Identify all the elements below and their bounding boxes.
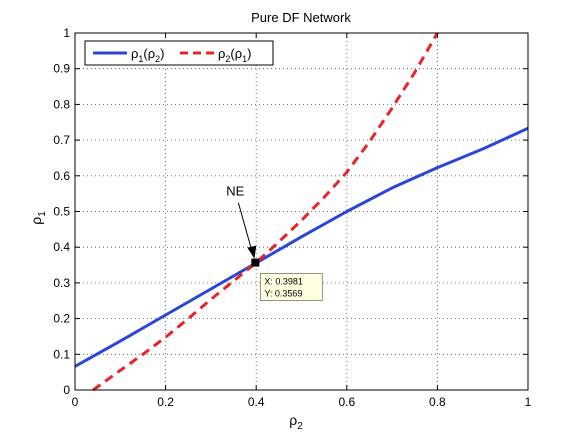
x-tick-label: 0.6 (338, 395, 355, 409)
x-tick-label: 0 (72, 395, 79, 409)
y-tick-label: 0.2 (53, 312, 70, 326)
y-tick-label: 0.6 (53, 169, 70, 183)
y-tick-label: 0.4 (53, 240, 70, 254)
plot-lines (74, 32, 529, 392)
ne-label: NE (226, 184, 244, 199)
x-axis-label: ρ2 (289, 412, 303, 432)
chart-title: Pure DF Network (251, 10, 351, 25)
y-axis-ticks: 0 0.1 0.2 0.3 0.4 0.5 0.6 0.7 0.8 0.9 1 (53, 26, 528, 397)
x-tick-label: 0.8 (429, 395, 446, 409)
legend-label-series-1: ρ1(ρ2) (131, 46, 165, 64)
y-tick-label: 1 (63, 26, 70, 40)
datatip-y: Y: 0.3569 (264, 289, 302, 299)
ne-annotation: NE X: 0.3981 Y: 0.3569 (226, 184, 323, 301)
legend: ρ1(ρ2) ρ2(ρ1) (84, 40, 274, 66)
ne-arrow-shaft (237, 202, 253, 253)
series-line-1 (74, 126, 529, 368)
y-tick-label: 0.5 (53, 205, 70, 219)
x-axis-ticks: 0 0.2 0.4 0.6 0.8 1 (72, 33, 532, 409)
y-tick-label: 0.1 (53, 347, 70, 361)
y-tick-label: 0.3 (53, 276, 70, 290)
plot-area-border (74, 32, 529, 391)
legend-label-series-2: ρ2(ρ1) (218, 46, 252, 64)
x-tick-label: 0.4 (248, 395, 265, 409)
y-tick-label: 0.7 (53, 133, 70, 147)
x-tick-label: 0.2 (157, 395, 174, 409)
x-tick-label: 1 (525, 395, 532, 409)
datatip-x: X: 0.3981 (264, 277, 303, 287)
y-tick-label: 0 (63, 383, 70, 397)
datatip-box (259, 273, 323, 301)
series-line-2 (92, 32, 439, 392)
ne-arrow-head (247, 245, 257, 259)
y-tick-label: 0.9 (53, 62, 70, 76)
ne-marker (251, 258, 260, 267)
y-axis-label: ρ1 (28, 211, 48, 225)
y-tick-label: 0.8 (53, 97, 70, 111)
grid (75, 33, 528, 390)
